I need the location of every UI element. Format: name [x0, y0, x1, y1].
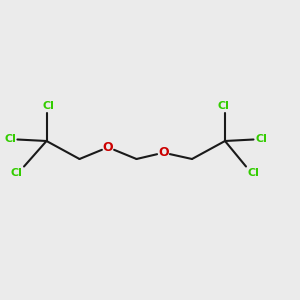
Text: Cl: Cl: [255, 134, 267, 145]
Text: Cl: Cl: [11, 168, 22, 178]
Text: Cl: Cl: [248, 168, 260, 178]
Text: Cl: Cl: [42, 101, 54, 111]
Text: O: O: [158, 146, 169, 159]
Text: O: O: [103, 141, 113, 154]
Text: Cl: Cl: [218, 101, 230, 111]
Text: Cl: Cl: [4, 134, 16, 145]
